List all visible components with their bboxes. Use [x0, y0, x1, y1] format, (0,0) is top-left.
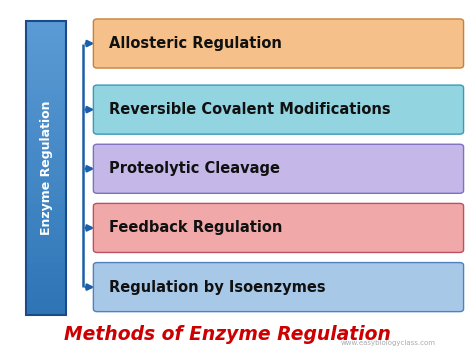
Bar [26, 87, 66, 94]
Bar [26, 65, 66, 72]
Text: Proteolytic Cleavage: Proteolytic Cleavage [109, 161, 280, 176]
Bar [26, 197, 66, 205]
Bar [26, 153, 66, 160]
FancyBboxPatch shape [93, 85, 464, 134]
Bar [26, 227, 66, 234]
Text: Reversible Covalent Modifications: Reversible Covalent Modifications [109, 102, 391, 117]
Text: Methods of Enzyme Regulation: Methods of Enzyme Regulation [64, 325, 391, 344]
Bar [26, 256, 66, 263]
Bar [26, 21, 66, 28]
Bar [26, 219, 66, 227]
Bar [26, 124, 66, 131]
Bar [26, 270, 66, 278]
Text: Regulation by Isoenzymes: Regulation by Isoenzymes [109, 279, 326, 295]
FancyBboxPatch shape [93, 144, 464, 193]
Bar [26, 293, 66, 300]
Bar [26, 263, 66, 271]
Text: Allosteric Regulation: Allosteric Regulation [109, 36, 282, 51]
Bar [26, 307, 66, 315]
FancyBboxPatch shape [93, 203, 464, 253]
Bar [26, 204, 66, 212]
Bar [26, 241, 66, 249]
Bar [26, 278, 66, 285]
Bar [26, 175, 66, 183]
Bar [26, 160, 66, 168]
Bar [26, 101, 66, 109]
Bar [26, 94, 66, 102]
Bar [26, 131, 66, 139]
Bar [26, 57, 66, 65]
FancyBboxPatch shape [93, 262, 464, 312]
Bar [26, 285, 66, 293]
Bar [26, 248, 66, 256]
Text: Enzyme Regulation: Enzyme Regulation [40, 101, 53, 235]
Bar [26, 145, 66, 153]
Text: www.easybiologyclass.com: www.easybiologyclass.com [341, 340, 436, 346]
Bar [26, 138, 66, 146]
Bar [26, 234, 66, 242]
FancyBboxPatch shape [93, 19, 464, 68]
Bar [26, 79, 66, 87]
Bar [26, 168, 66, 175]
Bar [26, 28, 66, 35]
Bar [26, 190, 66, 197]
Bar [26, 182, 66, 190]
Text: Feedback Regulation: Feedback Regulation [109, 220, 283, 236]
Bar [26, 50, 66, 58]
Bar [26, 42, 66, 50]
Bar [26, 109, 66, 117]
Bar [26, 300, 66, 308]
Bar [26, 212, 66, 219]
Bar [26, 116, 66, 124]
Bar [26, 72, 66, 80]
Bar [26, 35, 66, 43]
